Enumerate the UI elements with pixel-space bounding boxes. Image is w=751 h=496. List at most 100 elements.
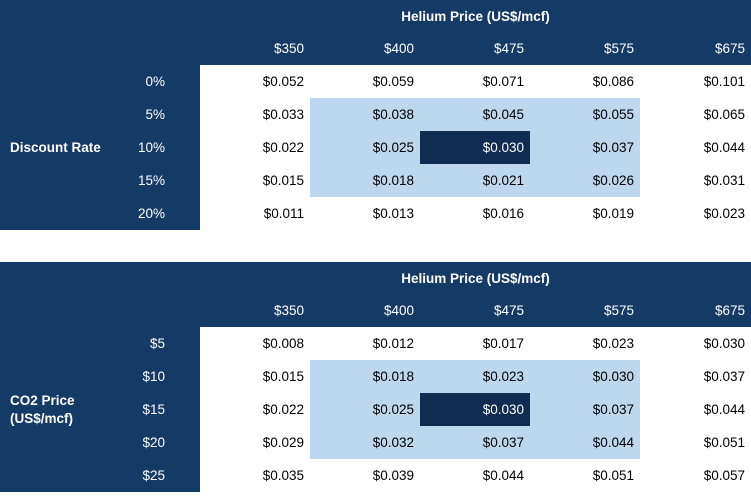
value-cell: $0.025 [310, 393, 420, 426]
value-cell: $0.065 [640, 98, 751, 131]
value-cell: $0.029 [200, 426, 310, 459]
value-cell: $0.016 [420, 197, 530, 230]
table-row: 5% $0.033 $0.038 $0.045 $0.055 $0.065 [0, 98, 751, 131]
value-cell: $0.031 [640, 164, 751, 197]
value-cell: $0.030 [530, 360, 640, 393]
row-group-label-line1: Discount Rate [10, 139, 101, 155]
table-row: 15% $0.015 $0.018 $0.021 $0.026 $0.031 [0, 164, 751, 197]
value-cell: $0.025 [310, 131, 420, 164]
row-group-label-line1: CO2 Price [10, 392, 75, 408]
column-header: $400 [310, 32, 420, 65]
table-corner [0, 294, 200, 327]
table-separator [0, 230, 751, 262]
row-header: 5% [0, 98, 200, 131]
co2-price-sensitivity-table: Helium Price (US$/mcf) $350 $400 $475 $5… [0, 262, 751, 492]
table-corner [0, 0, 200, 32]
row-header: 20% [0, 197, 200, 230]
value-cell: $0.086 [530, 65, 640, 98]
value-cell: $0.022 [200, 131, 310, 164]
value-cell: $0.023 [420, 360, 530, 393]
table-row: 10% $0.022 $0.025 $0.030 $0.037 $0.044 [0, 131, 751, 164]
value-cell: $0.013 [310, 197, 420, 230]
table-body: CO2 Price (US$/mcf) $5 $0.008 $0.012 $0.… [0, 327, 751, 492]
column-header-row: $350 $400 $475 $575 $675 [0, 294, 751, 327]
value-cell: $0.038 [310, 98, 420, 131]
column-header: $400 [310, 294, 420, 327]
table-title: Helium Price (US$/mcf) [200, 262, 751, 294]
value-cell: $0.008 [200, 327, 310, 360]
value-cell: $0.052 [200, 65, 310, 98]
value-cell: $0.023 [640, 197, 751, 230]
table-row: $10 $0.015 $0.018 $0.023 $0.030 $0.037 [0, 360, 751, 393]
column-header: $350 [200, 294, 310, 327]
value-cell: $0.101 [640, 65, 751, 98]
value-cell: $0.026 [530, 164, 640, 197]
table-corner [0, 32, 200, 65]
value-cell: $0.032 [310, 426, 420, 459]
value-cell: $0.015 [200, 164, 310, 197]
value-cell: $0.037 [530, 131, 640, 164]
value-cell: $0.019 [530, 197, 640, 230]
value-cell: $0.055 [530, 98, 640, 131]
value-cell: $0.051 [640, 426, 751, 459]
table-body: Discount Rate 0% $0.052 $0.059 $0.071 $0… [0, 65, 751, 230]
value-cell: $0.011 [200, 197, 310, 230]
value-cell: $0.071 [420, 65, 530, 98]
table-row: 0% $0.052 $0.059 $0.071 $0.086 $0.101 [0, 65, 751, 98]
table-title: Helium Price (US$/mcf) [200, 0, 751, 32]
table-row: 20% $0.011 $0.013 $0.016 $0.019 $0.023 [0, 197, 751, 230]
row-header: 15% [0, 164, 200, 197]
value-cell: $0.023 [530, 327, 640, 360]
value-cell: $0.022 [200, 393, 310, 426]
column-header: $350 [200, 32, 310, 65]
row-group-label: Discount Rate [0, 65, 200, 230]
row-group-label: CO2 Price (US$/mcf) [0, 327, 200, 492]
value-cell: $0.033 [200, 98, 310, 131]
value-cell: $0.044 [530, 426, 640, 459]
value-cell: $0.044 [640, 393, 751, 426]
value-cell: $0.037 [640, 360, 751, 393]
column-header: $475 [420, 294, 530, 327]
column-header-row: $350 $400 $475 $575 $675 [0, 32, 751, 65]
column-header: $675 [640, 294, 751, 327]
table-title-row: Helium Price (US$/mcf) [0, 262, 751, 294]
value-cell: $0.037 [530, 393, 640, 426]
row-header: $25 [0, 459, 200, 492]
value-cell: $0.045 [420, 98, 530, 131]
table-title-row: Helium Price (US$/mcf) [0, 0, 751, 32]
value-cell: $0.021 [420, 164, 530, 197]
table-row: $25 $0.035 $0.039 $0.044 $0.051 $0.057 [0, 459, 751, 492]
value-cell: $0.018 [310, 360, 420, 393]
value-cell: $0.057 [640, 459, 751, 492]
value-cell: $0.018 [310, 164, 420, 197]
row-header: $5 [0, 327, 200, 360]
base-case-cell: $0.030 [420, 393, 530, 426]
value-cell: $0.044 [420, 459, 530, 492]
value-cell: $0.012 [310, 327, 420, 360]
value-cell: $0.017 [420, 327, 530, 360]
table-row: $5 $0.008 $0.012 $0.017 $0.023 $0.030 [0, 327, 751, 360]
value-cell: $0.059 [310, 65, 420, 98]
row-header: 10% [0, 131, 200, 164]
value-cell: $0.039 [310, 459, 420, 492]
value-cell: $0.035 [200, 459, 310, 492]
discount-rate-sensitivity-table: Helium Price (US$/mcf) $350 $400 $475 $5… [0, 0, 751, 230]
row-header: $10 [0, 360, 200, 393]
column-header: $575 [530, 32, 640, 65]
row-group-label-line2: (US$/mcf) [10, 410, 74, 426]
column-header: $475 [420, 32, 530, 65]
row-header: $15 [0, 393, 200, 426]
value-cell: $0.051 [530, 459, 640, 492]
base-case-cell: $0.030 [420, 131, 530, 164]
value-cell: $0.015 [200, 360, 310, 393]
row-header: 0% [0, 65, 200, 98]
column-header: $675 [640, 32, 751, 65]
value-cell: $0.037 [420, 426, 530, 459]
value-cell: $0.030 [640, 327, 751, 360]
table-corner [0, 262, 200, 294]
table-row: $15 $0.022 $0.025 $0.030 $0.037 $0.044 [0, 393, 751, 426]
row-header: $20 [0, 426, 200, 459]
value-cell: $0.044 [640, 131, 751, 164]
column-header: $575 [530, 294, 640, 327]
